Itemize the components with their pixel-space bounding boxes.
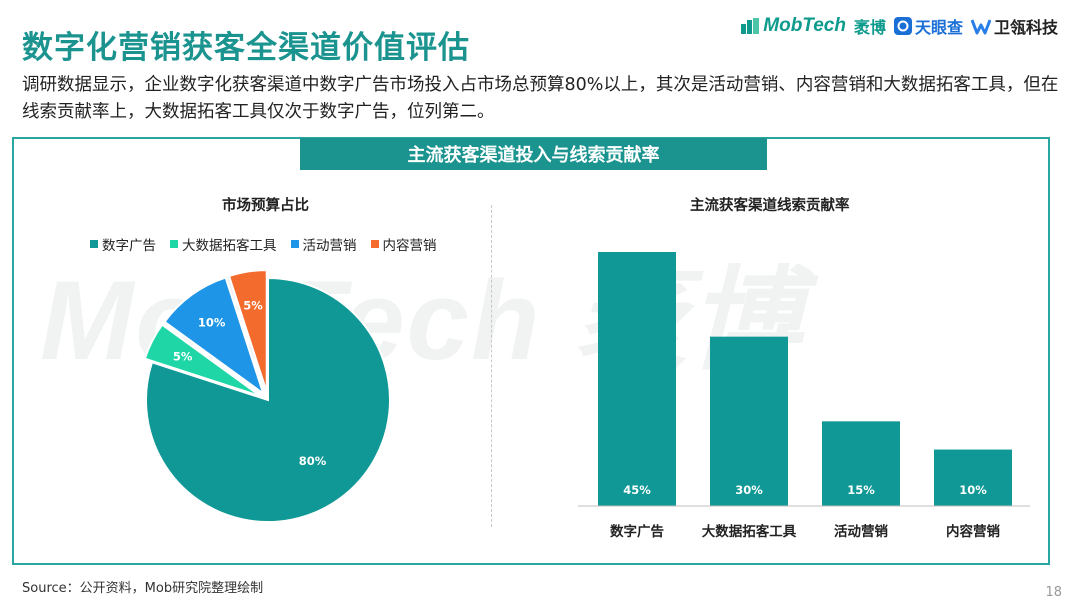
weiling-logo: 卫瓴科技 bbox=[970, 14, 1058, 38]
bar-category-label: 活动营销 bbox=[834, 524, 888, 540]
bar-category-label: 数字广告 bbox=[610, 524, 664, 540]
bar bbox=[710, 336, 788, 506]
pie-data-label: 80% bbox=[299, 454, 327, 468]
bar-category-label: 内容营销 bbox=[946, 524, 1000, 540]
legend-item-bigdata: 大数据拓客工具 bbox=[170, 234, 277, 254]
pie-slice-event bbox=[163, 276, 266, 397]
chart-divider bbox=[491, 205, 492, 527]
panel-banner: 主流获客渠道投入与线索贡献率 bbox=[300, 138, 767, 170]
mobtech-name: MobTech bbox=[763, 15, 846, 36]
bar-data-label: 15% bbox=[847, 483, 875, 497]
legend-label: 大数据拓客工具 bbox=[182, 238, 277, 254]
summary-text: 调研数据显示，企业数字化获客渠道中数字广告市场投入占市场总预算80%以上，其次是… bbox=[22, 75, 1059, 122]
legend-item-content: 内容营销 bbox=[370, 234, 437, 254]
pie-data-label: 5% bbox=[243, 298, 263, 312]
pie-slice-bigdata bbox=[143, 323, 262, 398]
bar bbox=[598, 252, 676, 506]
bar-data-label: 30% bbox=[735, 483, 763, 497]
mobtech-logo: MobTech bbox=[741, 15, 846, 37]
page-number: 18 bbox=[1045, 585, 1062, 600]
weiling-name: 卫瓴科技 bbox=[993, 20, 1058, 37]
pie-data-label: 10% bbox=[198, 315, 226, 329]
legend-item-event: 活动营销 bbox=[290, 234, 357, 254]
legend-swatch bbox=[290, 240, 299, 248]
page-title: 数字化营销获客全渠道价值评估 bbox=[22, 30, 470, 66]
pie-slice-content bbox=[227, 269, 268, 393]
legend-label: 活动营销 bbox=[302, 238, 357, 254]
tianyancha-logo: 天眼查 bbox=[893, 14, 963, 38]
source-note: Source：公开资料，Mob研究院整理绘制 bbox=[22, 581, 264, 596]
bar-chart-title: 主流获客渠道线索贡献率 bbox=[690, 198, 850, 214]
bar bbox=[822, 421, 900, 506]
legend-swatch bbox=[170, 240, 178, 248]
pie-legend: 数字广告 大数据拓客工具 活动营销 内容营销 bbox=[90, 234, 437, 254]
pie-chart: 80% 5% 10% 5% bbox=[143, 269, 391, 523]
legend-swatch bbox=[90, 240, 98, 248]
tianyancha-name: 天眼查 bbox=[914, 20, 963, 37]
pie-data-label: 5% bbox=[173, 349, 193, 363]
mobtech-cn-name: 袤博 bbox=[853, 20, 886, 37]
legend-label: 内容营销 bbox=[382, 238, 437, 254]
pie-chart-title: 市场预算占比 bbox=[222, 198, 309, 214]
pie-slice-digital-ads bbox=[145, 276, 391, 523]
bar-category-label: 大数据拓客工具 bbox=[701, 524, 797, 540]
mobtech-logo-icon bbox=[741, 18, 760, 34]
legend-label: 数字广告 bbox=[102, 238, 156, 254]
brand-logos: MobTech 袤博 天眼查 卫瓴科技 bbox=[741, 12, 1058, 40]
legend-swatch bbox=[370, 240, 379, 248]
legend-item-digital-ads: 数字广告 bbox=[90, 234, 156, 254]
weiling-icon bbox=[970, 19, 991, 35]
tianyancha-icon bbox=[893, 17, 912, 35]
bar-chart: 45% 30% 15% 10% bbox=[578, 252, 1030, 507]
bar bbox=[934, 449, 1012, 506]
bar-data-label: 10% bbox=[959, 483, 987, 497]
bar-data-label: 45% bbox=[623, 483, 651, 497]
